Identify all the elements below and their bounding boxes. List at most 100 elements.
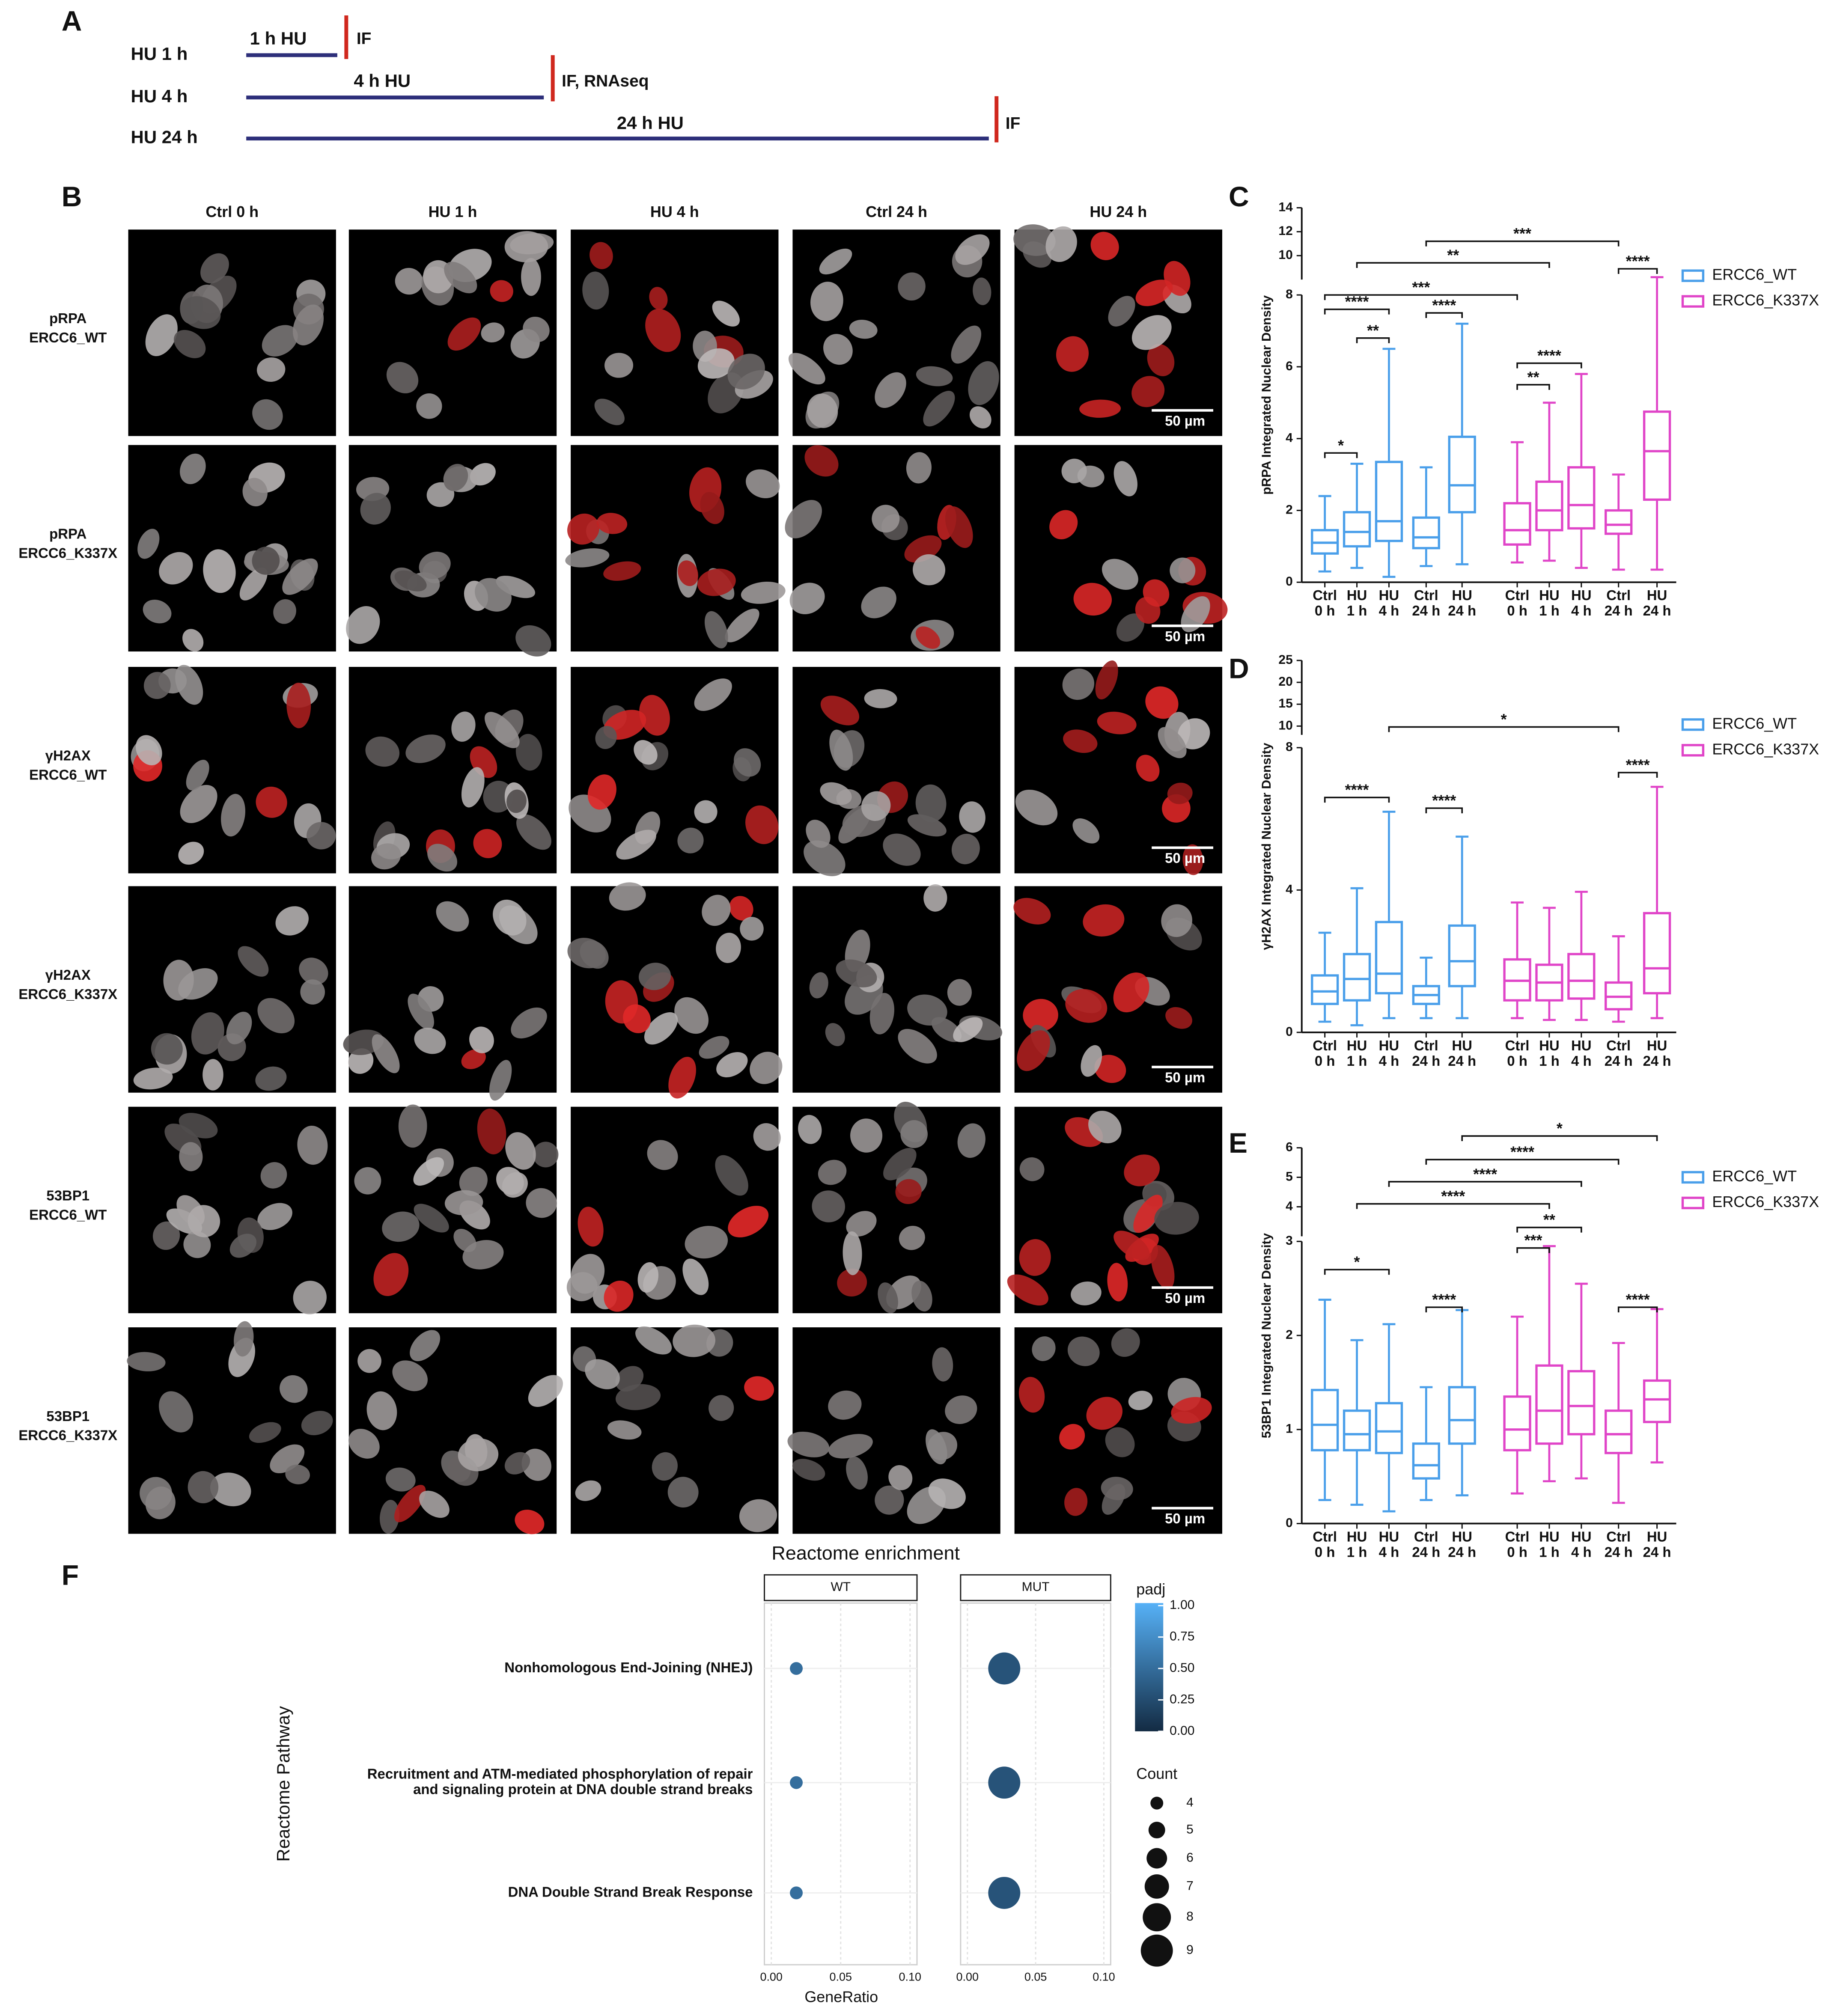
nucleus — [179, 1142, 203, 1172]
nucleus — [973, 277, 991, 305]
nucleus — [394, 570, 427, 592]
nuclei — [137, 453, 318, 652]
x-tick-label-box: HU 4 h — [1379, 1530, 1399, 1561]
nuclei — [133, 906, 328, 1091]
nucleus — [436, 901, 469, 932]
nucleus — [242, 478, 268, 507]
nucleus — [1056, 336, 1089, 372]
nucleus — [1073, 583, 1112, 616]
scale-bar-label: 50 µm — [1165, 1070, 1205, 1085]
significance-bracket — [1324, 1269, 1390, 1275]
nucleus — [451, 711, 476, 742]
nucleus — [725, 608, 759, 642]
nucleus — [405, 734, 446, 763]
legend-label: ERCC6_WT — [1712, 266, 1797, 283]
y-tick-label: 3 — [1286, 1234, 1293, 1248]
nuclei — [569, 678, 779, 860]
significance-bracket — [1461, 1135, 1658, 1142]
y-tick-label: 6 — [1286, 1140, 1293, 1154]
size-key — [1140, 1934, 1173, 1967]
x-tick-label: HU 1 h — [1346, 1038, 1367, 1070]
x-tick-label-box: Ctrl 24 h — [1412, 589, 1440, 619]
nucleus — [926, 1429, 947, 1465]
nucleus — [357, 1349, 381, 1373]
nucleus — [753, 1123, 781, 1151]
box — [1643, 1379, 1671, 1423]
x-tick-label: Ctrl 24 h — [1412, 1530, 1441, 1561]
color-bar-label: 1.00 — [1170, 1598, 1194, 1612]
nucleus — [945, 1395, 977, 1424]
nucleus — [1113, 972, 1149, 1013]
nucleus — [186, 760, 209, 791]
significance-bracket — [1356, 262, 1550, 268]
nucleus — [459, 1166, 488, 1196]
nucleus — [234, 1321, 254, 1357]
nucleus — [1124, 1154, 1160, 1186]
size-key — [1146, 1848, 1167, 1869]
nucleus — [1065, 989, 1108, 1023]
box — [1311, 1389, 1339, 1451]
nucleus — [702, 895, 731, 926]
nucleus — [481, 322, 505, 343]
significance-label: **** — [1510, 1143, 1534, 1161]
significance-label: **** — [1441, 1187, 1465, 1205]
size-key-label: 5 — [1186, 1822, 1194, 1836]
nucleus — [180, 296, 221, 329]
nucleus — [792, 1459, 825, 1481]
nuclei — [1018, 1328, 1212, 1516]
nucleus — [504, 1452, 530, 1475]
nucleus — [346, 606, 380, 644]
nucleus — [697, 348, 735, 379]
nuclei — [804, 689, 985, 877]
x-tick-label: HU 1 h — [1539, 1530, 1560, 1561]
nucleus — [694, 678, 732, 711]
size-key — [1144, 1874, 1169, 1899]
nucleus — [861, 791, 891, 821]
nucleus — [733, 748, 761, 777]
nucleus — [386, 362, 419, 393]
nucleus — [145, 1487, 176, 1519]
nucleus — [820, 782, 852, 805]
x-tick-label: HU 24 h — [1643, 589, 1671, 620]
nucleus — [273, 599, 296, 624]
nucleus — [953, 1017, 983, 1042]
nucleus — [872, 505, 900, 533]
nucleus — [915, 784, 947, 823]
nucleus — [864, 689, 897, 708]
size-key — [1143, 1903, 1171, 1932]
significance-bracket — [1388, 726, 1620, 732]
nucleus — [678, 560, 699, 586]
significance-label: **** — [1432, 297, 1456, 314]
nuclei — [798, 1102, 985, 1314]
nucleus — [595, 726, 617, 749]
nucleus — [1101, 1477, 1133, 1500]
nucleus — [1114, 1231, 1150, 1260]
box — [1375, 461, 1403, 542]
panel-letter: E — [1229, 1127, 1247, 1159]
scale-bar-label: 50 µm — [1165, 628, 1205, 644]
x-tick-label-box: Ctrl 24 h — [1605, 1530, 1633, 1561]
nucleus — [968, 361, 999, 405]
nucleus — [1111, 1328, 1140, 1357]
x-tick-label: HU 24 h — [1448, 1038, 1477, 1070]
x-tick-label: HU 4 h — [1571, 1530, 1592, 1561]
nucleus — [143, 672, 171, 699]
row-label-box: pRPA ERCC6_K337X — [18, 526, 117, 561]
significance-label: **** — [1432, 1291, 1456, 1308]
x-tick-label-box: HU 4 h — [1571, 1039, 1592, 1070]
significance-label: * — [1354, 1253, 1360, 1271]
y-tick-label: Nonhomologous End-Joining (NHEJ) — [504, 1661, 753, 1677]
nucleus — [173, 330, 206, 358]
row-label: 53BP1 ERCC6_K337X — [18, 1409, 118, 1444]
nucleus — [360, 493, 391, 525]
significance-bracket — [1617, 772, 1658, 778]
y-tick-label: 15 — [1278, 696, 1292, 711]
nucleus — [1178, 718, 1210, 749]
nuclei — [1007, 1111, 1199, 1306]
significance-label: *** — [1524, 1231, 1542, 1249]
significance-bracket — [1516, 384, 1550, 390]
nucleus — [1013, 224, 1056, 256]
nucleus — [475, 578, 512, 612]
nucleus — [744, 1376, 774, 1401]
x-tick-label-box: HU 24 h — [1448, 1530, 1476, 1561]
